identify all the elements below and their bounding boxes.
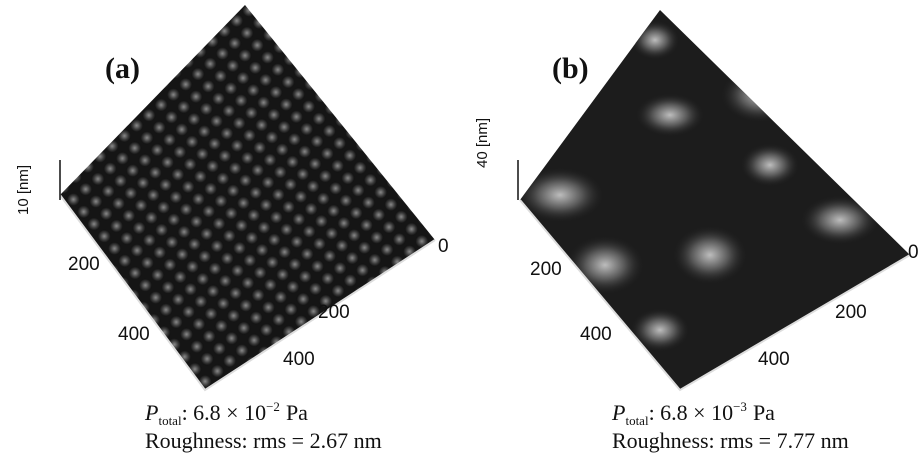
caption-pressure: Ptotal: 6.8 × 10−2 Pa [144,399,308,428]
unit: Pa [753,400,775,425]
tick-label: 200 [530,259,562,280]
caption-roughness: Roughness: rms = 7.77 nm [612,428,849,453]
tick-label: 200 [318,302,350,323]
tick-label: 400 [118,324,150,345]
tick-label: 0 [438,236,449,257]
z-axis-label: 10 [nm] [15,165,32,215]
unit: Pa [286,400,308,425]
caption-roughness: Roughness: rms = 2.67 nm [145,428,382,453]
z-axis-label: 40 [nm] [474,118,491,168]
page: {"panels": [ {"label": "(a)", "z_axis_la… [0,0,919,457]
symbol: P [144,400,158,425]
panel-a: (a) 10 [nm] 200 400 0 200 400 Ptotal: 6.… [15,5,449,453]
subscript: total [158,413,181,428]
caption-pressure: Ptotal: 6.8 × 10−3 Pa [611,399,775,428]
exponent: −2 [266,399,280,414]
symbol: P [611,400,625,425]
panel-label: (a) [105,52,140,85]
value: : 6.8 × 10 [649,400,734,425]
tick-label: 200 [68,254,100,275]
value: : 6.8 × 10 [182,400,267,425]
figure: (a) 10 [nm] 200 400 0 200 400 Ptotal: 6.… [0,0,919,457]
tick-label: 400 [580,324,612,345]
tick-label: 400 [283,349,315,370]
panel-label: (b) [552,52,589,85]
exponent: −3 [733,399,747,414]
tick-label: 0 [908,242,919,263]
tick-label: 200 [835,302,867,323]
subscript: total [625,413,648,428]
panel-b: (b) 40 [nm] 200 400 0 200 400 Ptotal: 6.… [474,10,919,453]
tick-label: 400 [758,349,790,370]
